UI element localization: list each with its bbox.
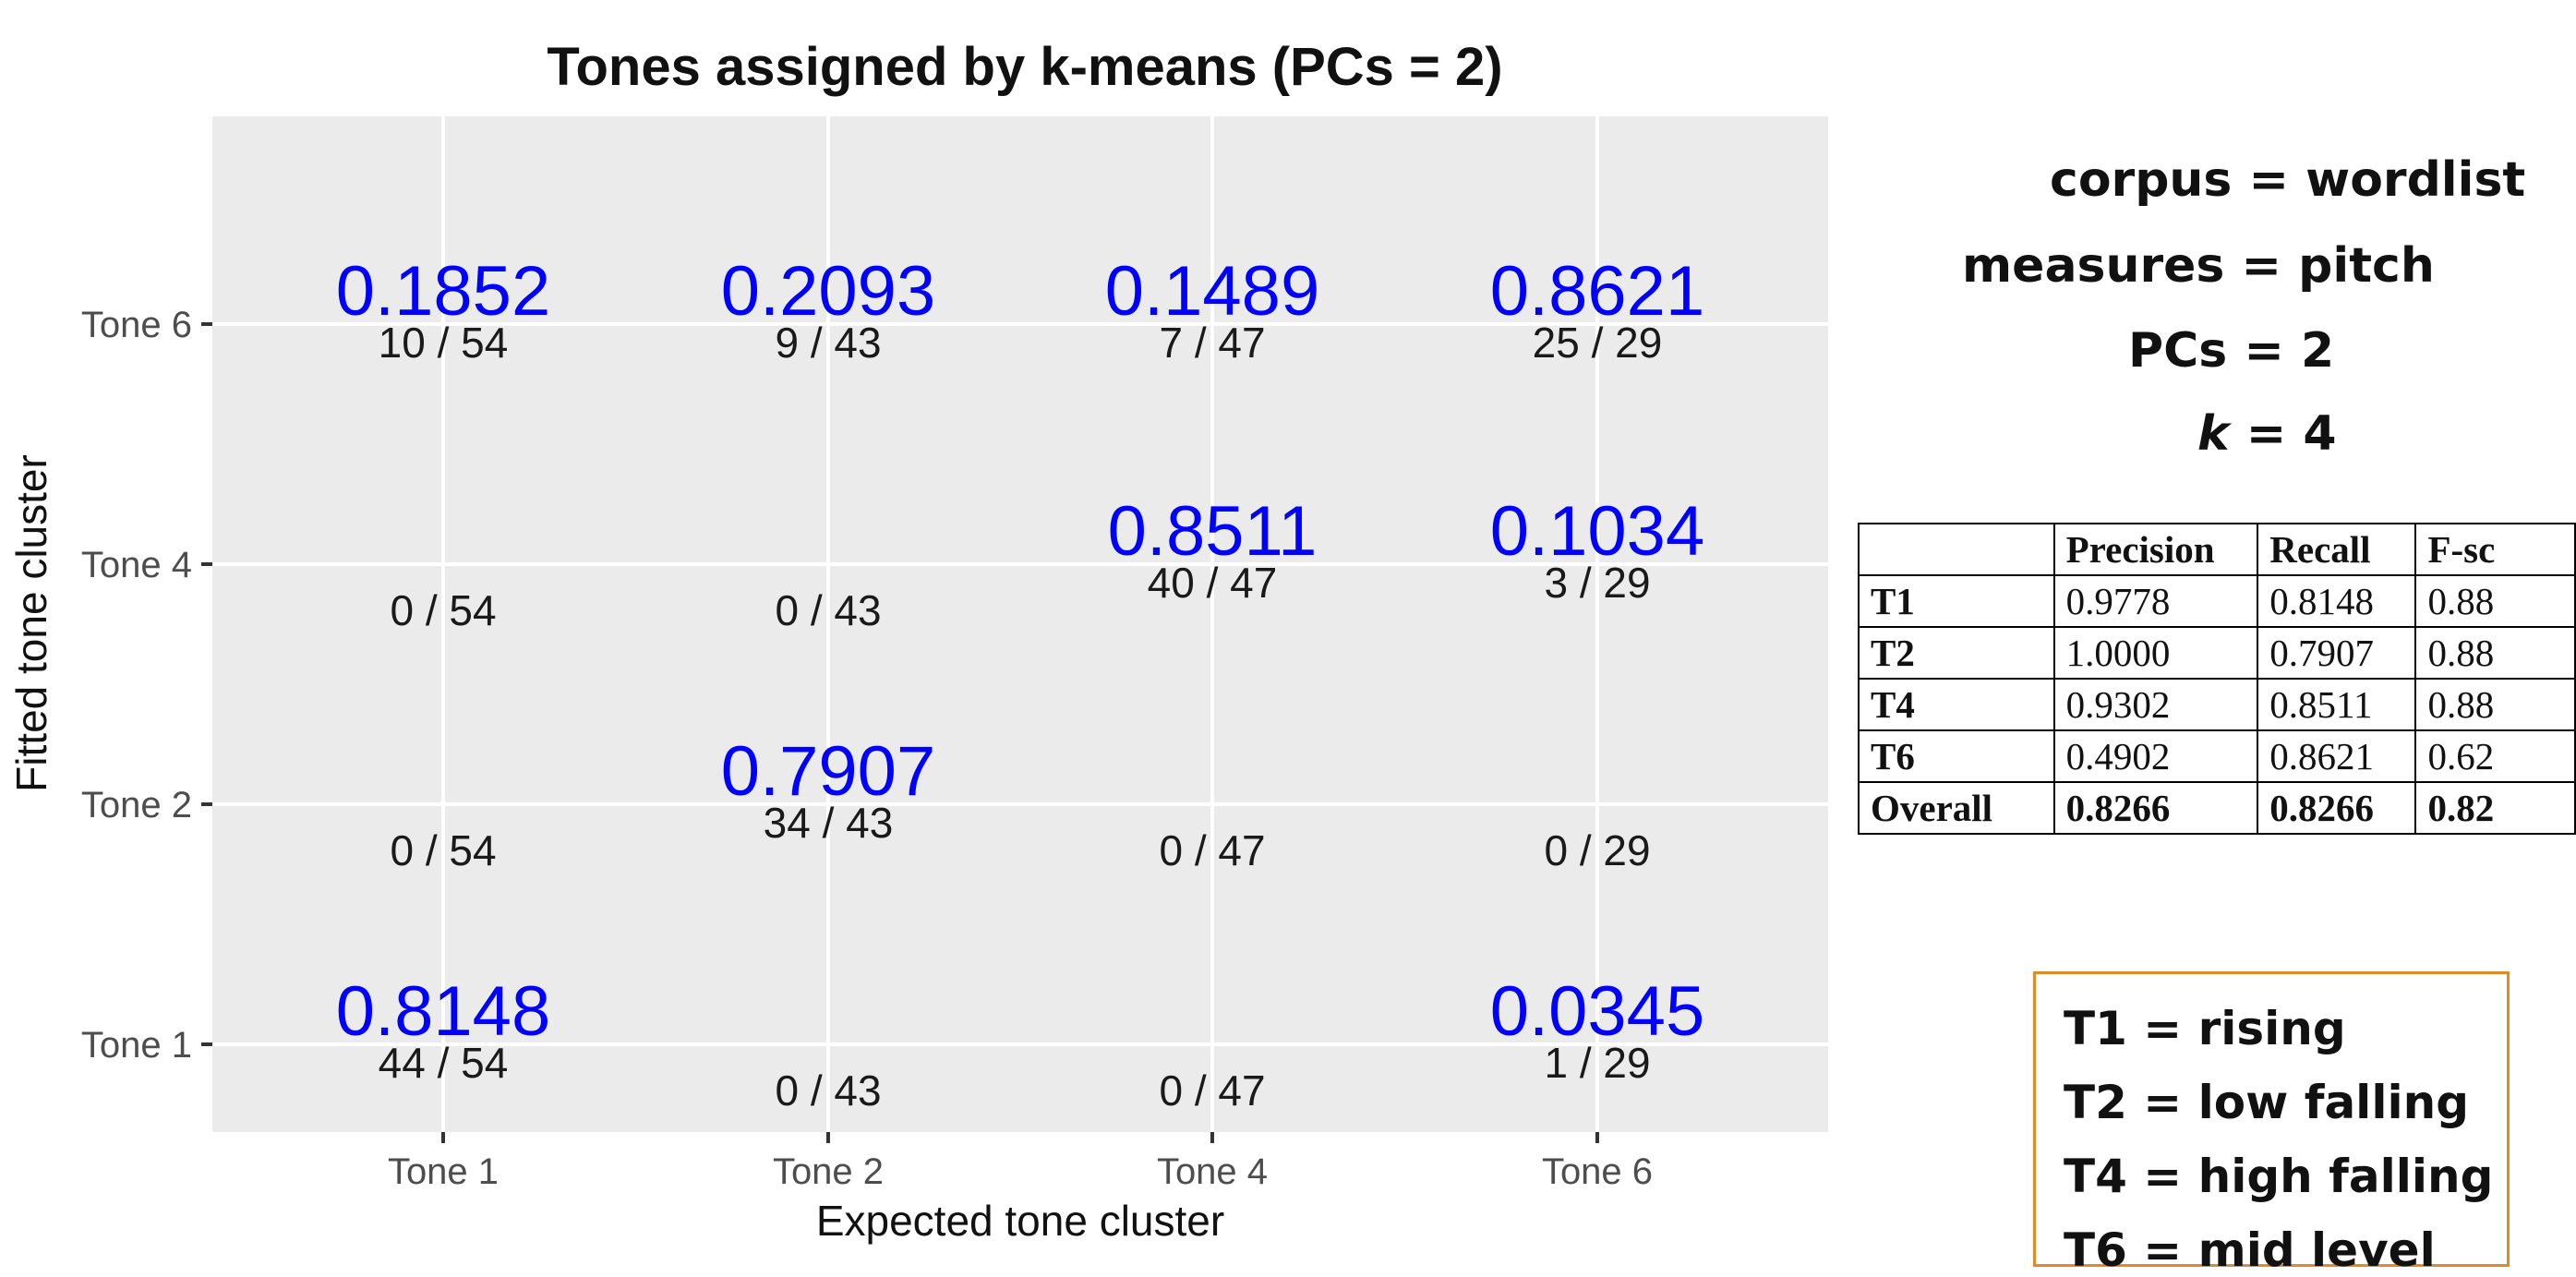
cell-count-label: 34 / 43 bbox=[764, 799, 894, 847]
header-precision: Precision bbox=[2052, 523, 2259, 576]
cell-count-label: 0 / 47 bbox=[1159, 1066, 1265, 1114]
recall-cell: 0.8148 bbox=[2257, 574, 2417, 628]
y-tick-label: Tone 6 bbox=[81, 305, 192, 345]
fscore-cell: 0.82 bbox=[2414, 781, 2576, 835]
cell-count-label: 40 / 47 bbox=[1148, 559, 1278, 607]
cell-count-label: 3 / 29 bbox=[1544, 559, 1650, 607]
metrics-row: T4 0.9302 0.8511 0.88 bbox=[1858, 678, 2576, 731]
param-pcs: PCs = 2 bbox=[2128, 323, 2335, 379]
cell-proportion-label: 0.1034 bbox=[1490, 492, 1704, 571]
row-label: T2 bbox=[1858, 626, 2055, 680]
cell-proportion-label: 0.1489 bbox=[1105, 252, 1319, 331]
y-axis-ticks: Tone 1 Tone 2 Tone 4 Tone 6 bbox=[81, 305, 212, 1066]
metrics-row: T2 1.0000 0.7907 0.88 bbox=[1858, 626, 2576, 680]
metrics-table: Precision Recall F-sc T1 0.9778 0.8148 0… bbox=[1858, 523, 2576, 835]
fscore-cell: 0.88 bbox=[2414, 678, 2576, 731]
precision-cell: 0.8266 bbox=[2052, 781, 2259, 835]
tone-legend-item: T6 = mid level bbox=[2064, 1223, 2436, 1277]
cell-proportion-label: 0.8148 bbox=[336, 972, 550, 1051]
metrics-row: T1 0.9778 0.8148 0.88 bbox=[1858, 574, 2576, 628]
cell-count-label: 1 / 29 bbox=[1544, 1039, 1650, 1087]
x-tick-label: Tone 2 bbox=[773, 1151, 884, 1192]
metrics-row: T6 0.4902 0.8621 0.62 bbox=[1858, 729, 2576, 783]
precision-cell: 0.4902 bbox=[2052, 729, 2259, 783]
fscore-cell: 0.88 bbox=[2414, 626, 2576, 680]
y-tick-label: Tone 4 bbox=[81, 545, 192, 585]
cell-count-label: 0 / 29 bbox=[1544, 826, 1650, 874]
x-tick-label: Tone 6 bbox=[1542, 1151, 1653, 1192]
y-axis-label: Fitted tone cluster bbox=[7, 454, 55, 792]
cell-count-label: 0 / 47 bbox=[1159, 826, 1265, 874]
cell-count-label: 44 / 54 bbox=[379, 1039, 509, 1087]
recall-cell: 0.8511 bbox=[2257, 678, 2417, 731]
chart-title: Tones assigned by k-means (PCs = 2) bbox=[547, 37, 1502, 97]
row-label: T6 bbox=[1858, 729, 2055, 783]
cell-count-label: 0 / 54 bbox=[390, 826, 496, 874]
x-axis-ticks: Tone 1 Tone 2 Tone 4 Tone 6 bbox=[388, 1132, 1653, 1192]
cell-count-label: 10 / 54 bbox=[379, 319, 509, 367]
precision-cell: 0.9302 bbox=[2052, 678, 2259, 731]
cell-count-label: 25 / 29 bbox=[1533, 319, 1663, 367]
cell-proportion-label: 0.0345 bbox=[1490, 972, 1704, 1051]
cell-count-label: 9 / 43 bbox=[775, 319, 881, 367]
cell-proportion-label: 0.2093 bbox=[721, 252, 935, 331]
precision-cell: 0.9778 bbox=[2052, 574, 2259, 628]
param-k-variable: k bbox=[2197, 406, 2230, 462]
header-recall: Recall bbox=[2257, 523, 2417, 576]
tone-legend-box: T1 = rising T2 = low falling T4 = high f… bbox=[2033, 971, 2510, 1277]
fscore-cell: 0.62 bbox=[2414, 729, 2576, 783]
tone-legend-item: T2 = low falling bbox=[2064, 1076, 2469, 1129]
cell-count-label: 0 / 43 bbox=[775, 1066, 881, 1114]
precision-cell: 1.0000 bbox=[2052, 626, 2259, 680]
row-label: Overall bbox=[1858, 781, 2055, 835]
tone-legend-item: T1 = rising bbox=[2064, 1002, 2346, 1055]
plot-panel bbox=[212, 116, 1828, 1132]
metrics-table-container: Precision Recall F-sc T1 0.9778 0.8148 0… bbox=[1858, 523, 2576, 929]
x-axis-label: Expected tone cluster bbox=[816, 1197, 1224, 1245]
cell-proportion-label: 0.8621 bbox=[1490, 252, 1704, 331]
recall-cell: 0.7907 bbox=[2257, 626, 2417, 680]
header-blank bbox=[1858, 523, 2055, 576]
x-tick-label: Tone 4 bbox=[1157, 1151, 1268, 1192]
tone-legend-item: T4 = high falling bbox=[2064, 1150, 2494, 1203]
recall-cell: 0.8266 bbox=[2257, 781, 2417, 835]
param-k-value: = 4 bbox=[2229, 406, 2337, 462]
cell-proportion-label: 0.1852 bbox=[336, 252, 550, 331]
param-corpus: corpus = wordlist bbox=[2050, 152, 2526, 208]
cell-count-label: 7 / 47 bbox=[1159, 319, 1265, 367]
row-label: T1 bbox=[1858, 574, 2055, 628]
y-tick-label: Tone 2 bbox=[81, 785, 192, 825]
cell-proportion-label: 0.8511 bbox=[1108, 492, 1318, 571]
cell-count-label: 0 / 54 bbox=[390, 586, 496, 634]
recall-cell: 0.8621 bbox=[2257, 729, 2417, 783]
param-k: k = 4 bbox=[2197, 406, 2337, 462]
row-label: T4 bbox=[1858, 678, 2055, 731]
cell-count-label: 0 / 43 bbox=[775, 586, 881, 634]
gridlines bbox=[212, 116, 1828, 1132]
x-tick-label: Tone 1 bbox=[388, 1151, 499, 1192]
confusion-heatmap: Tones assigned by k-means (PCs = 2) 0.18… bbox=[7, 37, 1828, 1245]
cell-proportion-label: 0.7907 bbox=[721, 732, 935, 811]
fscore-cell: 0.88 bbox=[2414, 574, 2576, 628]
metrics-row-overall: Overall 0.8266 0.8266 0.82 bbox=[1858, 781, 2576, 835]
param-measures: measures = pitch bbox=[1962, 238, 2435, 294]
metrics-header-row: Precision Recall F-sc bbox=[1858, 523, 2576, 576]
y-tick-label: Tone 1 bbox=[81, 1025, 192, 1066]
header-fscore: F-sc bbox=[2414, 523, 2576, 576]
